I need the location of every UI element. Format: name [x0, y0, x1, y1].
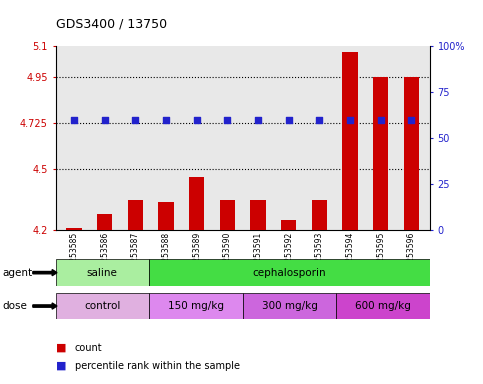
- Point: [346, 117, 354, 123]
- Text: ■: ■: [56, 343, 66, 353]
- Bar: [312, 200, 327, 230]
- Point: [315, 117, 323, 123]
- Bar: [220, 200, 235, 230]
- Bar: [149, 293, 242, 319]
- Text: agent: agent: [2, 268, 32, 278]
- Point: [254, 117, 262, 123]
- Point: [224, 117, 231, 123]
- Point: [162, 117, 170, 123]
- Point: [408, 117, 415, 123]
- Bar: [189, 177, 204, 230]
- Bar: [56, 259, 149, 286]
- Text: ■: ■: [56, 361, 66, 371]
- Text: saline: saline: [87, 268, 118, 278]
- Point: [131, 117, 139, 123]
- Bar: [342, 52, 358, 230]
- Bar: [373, 77, 388, 230]
- Bar: [158, 202, 174, 230]
- Bar: [128, 200, 143, 230]
- Text: cephalosporin: cephalosporin: [253, 268, 327, 278]
- Bar: [404, 77, 419, 230]
- Text: 600 mg/kg: 600 mg/kg: [355, 301, 411, 311]
- Bar: [336, 293, 430, 319]
- Bar: [66, 228, 82, 230]
- Bar: [250, 200, 266, 230]
- Text: dose: dose: [2, 301, 28, 311]
- Bar: [242, 293, 336, 319]
- Text: 150 mg/kg: 150 mg/kg: [168, 301, 224, 311]
- Text: count: count: [75, 343, 102, 353]
- Point: [101, 117, 109, 123]
- Text: GDS3400 / 13750: GDS3400 / 13750: [56, 17, 167, 30]
- Bar: [281, 220, 297, 230]
- Text: control: control: [84, 301, 121, 311]
- Text: 300 mg/kg: 300 mg/kg: [262, 301, 317, 311]
- Point: [193, 117, 200, 123]
- Bar: [97, 214, 113, 230]
- Point: [285, 117, 293, 123]
- Text: percentile rank within the sample: percentile rank within the sample: [75, 361, 240, 371]
- Point: [70, 117, 78, 123]
- Bar: [56, 293, 149, 319]
- Point: [377, 117, 384, 123]
- Bar: [149, 259, 430, 286]
